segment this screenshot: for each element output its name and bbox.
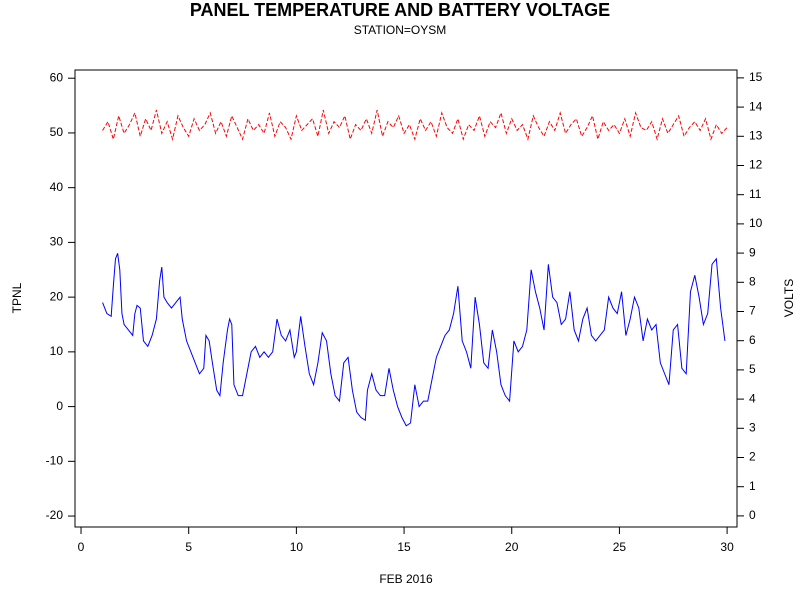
y-tick-label: -10 — [46, 453, 64, 467]
y2-tick-label: 9 — [749, 245, 756, 259]
y2-tick-label: 3 — [749, 420, 756, 434]
y2-tick-label: 6 — [749, 333, 756, 347]
y-tick-label: 20 — [50, 289, 64, 303]
chart-title: PANEL TEMPERATURE AND BATTERY VOLTAGE — [190, 0, 610, 20]
x-tick-label: 20 — [505, 540, 519, 554]
plot-frame — [74, 69, 738, 528]
data-line — [102, 109, 728, 142]
y2-tick-label: 1 — [749, 479, 756, 493]
y2-tick-label: 2 — [749, 450, 756, 464]
y2-tick-label: 13 — [749, 128, 763, 142]
y2-tick-label: 14 — [749, 99, 763, 113]
y2-tick-label: 12 — [749, 158, 763, 172]
y2-tick-label: 4 — [749, 391, 756, 405]
x-tick-label: 15 — [397, 540, 411, 554]
y-tick-label: 10 — [50, 344, 64, 358]
y2-axis-label: VOLTS — [782, 279, 796, 317]
y-tick-label: 30 — [50, 235, 64, 249]
y2-tick-label: 7 — [749, 304, 756, 318]
y2-tick-label: 10 — [749, 216, 763, 230]
y2-tick-label: 15 — [749, 70, 763, 84]
x-tick-label: 25 — [613, 540, 627, 554]
y2-tick-label: 8 — [749, 274, 756, 288]
x-tick-label: 30 — [720, 540, 734, 554]
x-axis-label: FEB 2016 — [379, 572, 433, 586]
y-tick-label: 50 — [50, 125, 64, 139]
chart-subtitle: STATION=OYSM — [354, 23, 447, 37]
y-tick-label: -20 — [46, 508, 64, 522]
y-tick-label: 0 — [56, 399, 63, 413]
y-tick-label: 60 — [50, 70, 64, 84]
x-tick-label: 5 — [185, 540, 192, 554]
y-tick-label: 40 — [50, 180, 64, 194]
y2-tick-label: 11 — [749, 187, 762, 201]
y2-tick-label: 0 — [749, 508, 756, 522]
y-axis-label: TPNL — [10, 282, 24, 313]
y2-tick-label: 5 — [749, 362, 756, 376]
x-tick-label: 10 — [290, 540, 304, 554]
data-line — [102, 253, 726, 427]
x-tick-label: 0 — [78, 540, 85, 554]
